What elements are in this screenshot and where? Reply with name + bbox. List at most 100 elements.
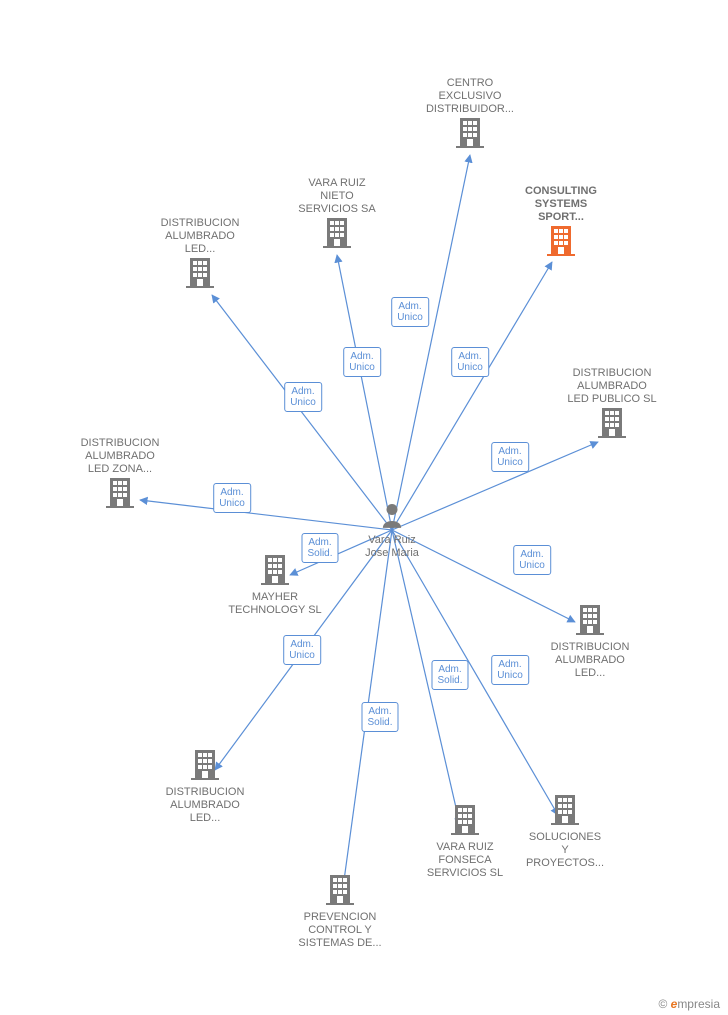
edge-label-line: Solid. — [307, 548, 332, 559]
copyright: © empresia — [658, 997, 720, 1011]
building-icon — [451, 803, 479, 835]
edge-label-line: Adm. — [367, 706, 392, 717]
edge-label-line: Unico — [497, 457, 523, 468]
building-icon — [186, 256, 214, 288]
company-label-line: TECHNOLOGY SL — [220, 604, 330, 617]
company-label-line: VARA RUIZ — [282, 177, 392, 190]
company-node: DISTRIBUCIONALUMBRADOLED... — [145, 217, 255, 294]
building-icon — [261, 553, 289, 585]
company-label-line: ALUMBRADO — [145, 230, 255, 243]
edge-label: Adm.Unico — [491, 655, 529, 685]
edge-label-line: Adm. — [397, 301, 423, 312]
copyright-symbol: © — [658, 997, 667, 1011]
building-icon — [598, 406, 626, 438]
company-node: DISTRIBUCIONALUMBRADOLED... — [150, 748, 260, 825]
edge-label-line: Unico — [349, 362, 375, 373]
center-person-node: Vara RuizJose Maria — [337, 502, 447, 560]
company-label-line: DISTRIBUCION — [150, 786, 260, 799]
edge-label-line: Unico — [219, 498, 245, 509]
company-label-line: PROYECTOS... — [510, 857, 620, 870]
edge-label: Adm.Unico — [391, 297, 429, 327]
edge-line — [337, 255, 392, 530]
building-icon — [106, 476, 134, 508]
company-node: PREVENCIONCONTROL YSISTEMAS DE... — [285, 873, 395, 950]
company-label-line: LED PUBLICO SL — [557, 393, 667, 406]
company-node: DISTRIBUCIONALUMBRADOLED ZONA... — [65, 437, 175, 514]
company-node: CONSULTINGSYSTEMSSPORT... — [506, 185, 616, 262]
company-label-line: DISTRIBUIDOR... — [415, 103, 525, 116]
building-icon — [576, 603, 604, 635]
building-icon — [326, 873, 354, 905]
company-label-line: NIETO — [282, 190, 392, 203]
company-label-line: LED ZONA... — [65, 463, 175, 476]
edge-label: Adm.Solid. — [431, 660, 468, 690]
company-label-line: ALUMBRADO — [535, 654, 645, 667]
edge-label-line: Adm. — [497, 446, 523, 457]
edge-label: Adm.Unico — [451, 347, 489, 377]
edge-label-line: Solid. — [437, 675, 462, 686]
company-label-line: DISTRIBUCION — [535, 641, 645, 654]
company-label-line: CENTRO — [415, 77, 525, 90]
company-label-line: LED... — [150, 812, 260, 825]
company-label-line: LED... — [145, 243, 255, 256]
edge-label-line: Solid. — [367, 717, 392, 728]
edge-label-line: Adm. — [497, 659, 523, 670]
edge-label: Adm.Unico — [213, 483, 251, 513]
building-icon — [191, 748, 219, 780]
edge-label-line: Adm. — [290, 386, 316, 397]
company-label-line: SYSTEMS — [506, 198, 616, 211]
building-icon — [456, 116, 484, 148]
edge-label-line: Adm. — [219, 487, 245, 498]
center-label: Vara RuizJose Maria — [337, 534, 447, 560]
company-label-line: PREVENCION — [285, 911, 395, 924]
edge-label: Adm.Unico — [283, 635, 321, 665]
edge-label-line: Unico — [397, 312, 423, 323]
company-node: VARA RUIZNIETOSERVICIOS SA — [282, 177, 392, 254]
company-label-line: ALUMBRADO — [65, 450, 175, 463]
building-icon — [323, 216, 351, 248]
company-node: CENTROEXCLUSIVODISTRIBUIDOR... — [415, 77, 525, 154]
company-label-line: MAYHER — [220, 591, 330, 604]
company-label-line: DISTRIBUCION — [65, 437, 175, 450]
building-icon — [547, 224, 575, 256]
company-label-line: LED... — [535, 667, 645, 680]
company-node: DISTRIBUCIONALUMBRADOLED... — [535, 603, 645, 680]
company-label-line: DISTRIBUCION — [557, 367, 667, 380]
company-node: SOLUCIONESYPROYECTOS... — [510, 793, 620, 870]
company-label-line: CONTROL Y — [285, 924, 395, 937]
company-label-line: SOLUCIONES — [510, 831, 620, 844]
edge-label-line: Unico — [519, 560, 545, 571]
company-label-line: EXCLUSIVO — [415, 90, 525, 103]
edge-label: Adm.Unico — [343, 347, 381, 377]
company-label-line: CONSULTING — [506, 185, 616, 198]
edge-label-line: Unico — [290, 397, 316, 408]
company-node: VARA RUIZFONSECASERVICIOS SL — [410, 803, 520, 880]
company-label-line: FONSECA — [410, 854, 520, 867]
person-icon — [381, 502, 403, 528]
company-label-line: SPORT... — [506, 211, 616, 224]
building-icon — [551, 793, 579, 825]
copyright-brand-rest: mpresia — [677, 997, 720, 1011]
edge-label-line: Adm. — [289, 639, 315, 650]
company-label-line: VARA RUIZ — [410, 841, 520, 854]
edge-label-line: Adm. — [457, 351, 483, 362]
edge-label-line: Unico — [457, 362, 483, 373]
edge-label: Adm.Unico — [513, 545, 551, 575]
edge-label-line: Unico — [497, 670, 523, 681]
company-label-line: SERVICIOS SL — [410, 867, 520, 880]
edge-line — [392, 155, 470, 530]
company-label-line: DISTRIBUCION — [145, 217, 255, 230]
edge-label-line: Unico — [289, 650, 315, 661]
company-label-line: Y — [510, 844, 620, 857]
company-label-line: ALUMBRADO — [150, 799, 260, 812]
edge-label-line: Adm. — [437, 664, 462, 675]
edge-label: Adm.Unico — [284, 382, 322, 412]
company-label-line: SISTEMAS DE... — [285, 937, 395, 950]
edge-label: Adm.Solid. — [301, 533, 338, 563]
edge-label-line: Adm. — [307, 537, 332, 548]
edge-label: Adm.Solid. — [361, 702, 398, 732]
edge-label-line: Adm. — [519, 549, 545, 560]
company-label-line: SERVICIOS SA — [282, 203, 392, 216]
edge-label-line: Adm. — [349, 351, 375, 362]
company-label-line: ALUMBRADO — [557, 380, 667, 393]
